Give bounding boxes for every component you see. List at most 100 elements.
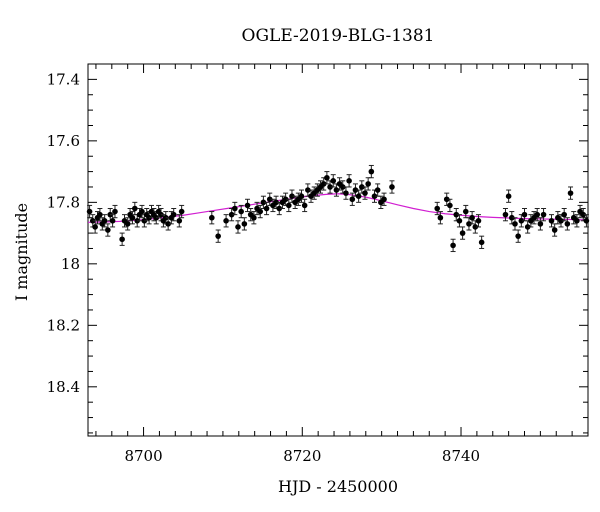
data-point: [228, 207, 235, 222]
data-points-layer: [86, 164, 590, 253]
data-point: [254, 201, 260, 216]
data-point: [472, 220, 479, 234]
point-marker: [109, 217, 116, 224]
data-point: [443, 192, 450, 206]
x-axis-label: HJD - 2450000: [278, 477, 398, 496]
y-tick-label: 18.2: [47, 316, 80, 334]
y-tick-label: 18: [61, 255, 80, 273]
data-point: [244, 198, 251, 213]
x-tick-label: 8700: [124, 447, 162, 465]
point-marker: [349, 196, 356, 203]
point-marker: [437, 214, 444, 221]
point-marker: [92, 224, 98, 230]
data-point: [478, 235, 485, 249]
point-marker: [450, 242, 456, 249]
point-marker: [251, 214, 257, 221]
data-point: [355, 189, 362, 203]
point-marker: [165, 221, 171, 227]
point-marker: [86, 208, 93, 215]
point-marker: [333, 187, 340, 193]
point-marker: [320, 181, 327, 187]
point-marker: [112, 208, 118, 215]
point-marker: [447, 202, 453, 209]
point-marker: [534, 211, 541, 218]
data-point: [105, 223, 111, 237]
point-marker: [518, 217, 525, 224]
data-point: [257, 204, 264, 219]
point-marker: [456, 217, 463, 224]
data-point: [346, 174, 352, 188]
data-point: [176, 214, 183, 228]
point-marker: [521, 211, 528, 218]
data-point: [282, 192, 289, 206]
y-tick-label: 18.4: [47, 378, 80, 396]
point-marker: [244, 202, 251, 209]
data-point: [235, 220, 241, 234]
point-marker: [389, 184, 395, 190]
point-marker: [537, 221, 544, 227]
data-point: [349, 192, 356, 206]
point-marker: [462, 208, 469, 215]
data-point: [359, 180, 365, 194]
point-marker: [365, 181, 371, 187]
data-point: [263, 201, 270, 216]
data-point: [540, 207, 547, 222]
data-point: [567, 186, 574, 200]
data-point: [327, 180, 333, 194]
data-point: [561, 207, 567, 222]
y-axis-label: I magnitude: [12, 203, 31, 301]
point-marker: [139, 208, 145, 215]
point-marker: [324, 174, 330, 181]
point-marker: [359, 184, 365, 190]
data-point: [469, 211, 475, 225]
point-marker: [257, 208, 264, 215]
point-marker: [327, 184, 333, 190]
point-marker: [339, 184, 346, 190]
point-marker: [215, 233, 221, 239]
data-point: [129, 211, 136, 225]
data-point: [209, 211, 215, 225]
y-tick-label: 17.6: [47, 132, 80, 150]
point-marker: [285, 202, 292, 209]
data-point: [132, 201, 138, 216]
point-marker: [509, 214, 515, 221]
point-marker: [564, 221, 571, 227]
x-tick-label: 8720: [283, 447, 321, 465]
point-marker: [232, 205, 238, 212]
data-point: [362, 186, 368, 200]
data-point: [178, 204, 185, 219]
point-marker: [505, 193, 512, 199]
point-marker: [238, 208, 244, 215]
data-point: [223, 214, 229, 228]
point-marker: [583, 217, 590, 224]
data-point: [112, 204, 118, 219]
data-point: [453, 207, 460, 222]
data-point: [305, 183, 311, 197]
point-marker: [540, 211, 547, 218]
point-marker: [343, 190, 349, 196]
data-point: [238, 204, 244, 219]
data-point: [564, 217, 571, 231]
point-marker: [273, 199, 279, 206]
point-marker: [368, 168, 375, 175]
point-marker: [282, 196, 289, 203]
data-point: [266, 192, 273, 206]
data-point: [462, 204, 469, 219]
point-marker: [209, 214, 215, 221]
point-marker: [301, 202, 308, 209]
point-marker: [305, 187, 311, 193]
data-point: [456, 214, 463, 228]
point-marker: [381, 196, 387, 203]
point-marker: [346, 178, 352, 184]
data-point: [92, 220, 98, 234]
data-point: [537, 217, 544, 231]
data-point: [324, 171, 330, 185]
point-marker: [524, 224, 531, 230]
data-point: [551, 223, 558, 237]
data-point: [260, 195, 267, 209]
data-point: [139, 204, 145, 219]
data-point: [165, 217, 171, 231]
data-point: [343, 186, 349, 200]
data-point: [381, 192, 387, 206]
data-point: [314, 183, 321, 197]
